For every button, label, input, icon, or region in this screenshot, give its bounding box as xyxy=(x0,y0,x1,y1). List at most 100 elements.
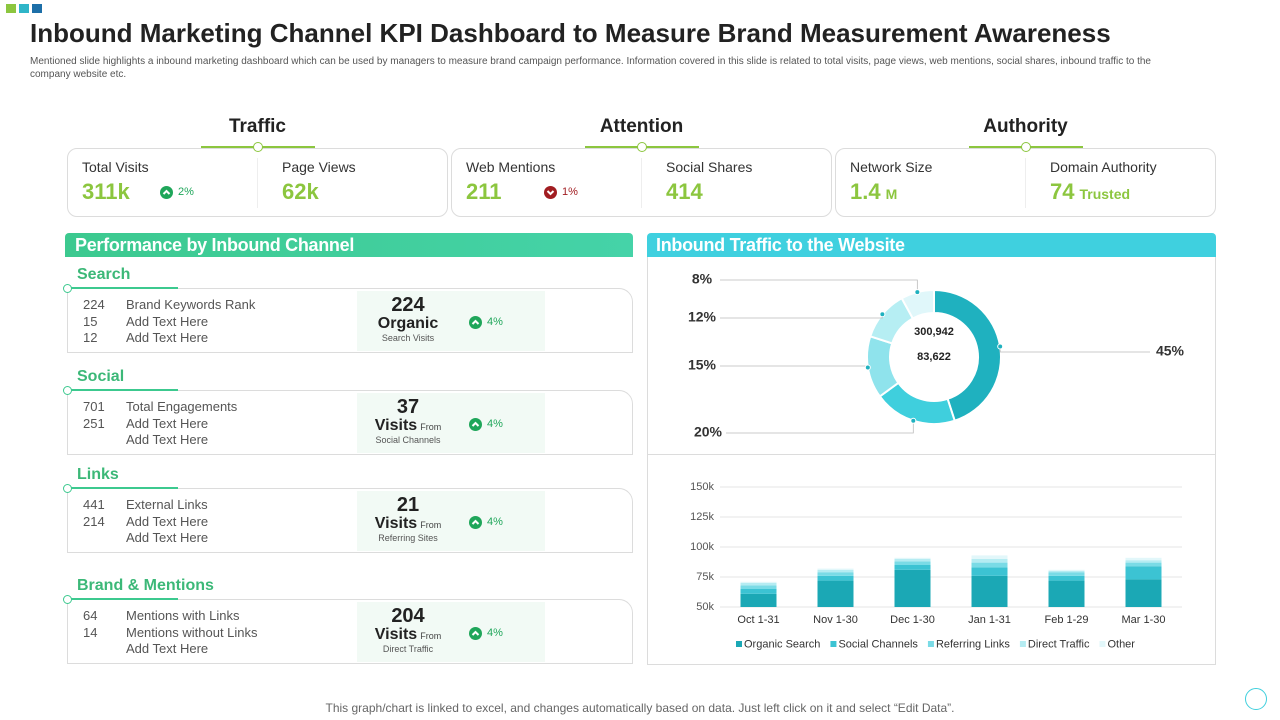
row-text: Mentions without Links xyxy=(126,624,258,640)
heading-dot xyxy=(1021,142,1031,152)
bar-segment xyxy=(740,581,777,583)
bar-segment xyxy=(1125,566,1162,580)
panel-header: Performance by Inbound Channel xyxy=(65,233,633,257)
bar-segment xyxy=(894,557,931,559)
row-number: 12 xyxy=(83,330,98,345)
kpi-value: 1.4 M xyxy=(850,179,897,207)
group-underline xyxy=(67,487,178,489)
y-tick-label: 75k xyxy=(696,571,714,583)
group-title: Links xyxy=(77,466,119,483)
group-dot xyxy=(63,386,72,395)
chevron-path xyxy=(471,519,480,525)
panel-body xyxy=(647,257,1216,665)
row-number: 224 xyxy=(83,297,105,312)
group-dot xyxy=(63,484,72,493)
y-tick-label: 125k xyxy=(690,511,714,523)
change-icon xyxy=(469,627,482,640)
bar-segment xyxy=(1048,575,1085,581)
bar-segment xyxy=(894,559,931,562)
donut-center-label: 300,942 xyxy=(914,326,954,338)
kpi-value: 74 Trusted xyxy=(1050,179,1130,207)
kpi-divider xyxy=(641,158,642,208)
highlight-label-text: Visits xyxy=(374,417,418,434)
change-text: 4% xyxy=(487,316,503,328)
kpi-value: 311k xyxy=(82,179,130,204)
bar-segment xyxy=(817,580,854,607)
group-box xyxy=(67,390,633,455)
group-underline xyxy=(67,389,178,391)
highlight-from: From xyxy=(420,520,442,530)
donut-label: 12% xyxy=(688,309,717,325)
highlight-box xyxy=(357,393,545,453)
bar-segment xyxy=(817,572,854,576)
bar-segment xyxy=(1048,580,1085,607)
group-box xyxy=(67,599,633,664)
bar-segment xyxy=(971,575,1008,607)
chevron-path xyxy=(471,421,480,427)
group-dot xyxy=(63,595,72,604)
leader-dot xyxy=(914,289,921,296)
bar-segment xyxy=(971,567,1008,576)
donut-label: 20% xyxy=(694,424,723,440)
donut-hole xyxy=(891,314,977,400)
chevron-path xyxy=(162,189,171,195)
legend-label: Social Channels xyxy=(838,638,918,650)
bar-segment xyxy=(740,585,777,589)
change-text: 4% xyxy=(487,418,503,430)
chevron xyxy=(162,189,171,195)
highlight-caption: Search Visits xyxy=(381,333,435,343)
subtitle: Mentioned slide highlights a inbound mar… xyxy=(30,56,1151,80)
bar-segment xyxy=(1125,579,1162,607)
bar-segment xyxy=(894,569,931,607)
bar-segment xyxy=(740,583,777,586)
kpi-number: 74 xyxy=(1050,179,1075,204)
change-text: 4% xyxy=(487,627,503,639)
group-box xyxy=(67,488,633,553)
kpi-value: 62k xyxy=(282,179,319,204)
section-heading: Traffic xyxy=(228,116,287,137)
donut-segment xyxy=(900,288,935,320)
highlight-label-text: Visits xyxy=(374,626,418,643)
donut-center-label: 83,622 xyxy=(917,351,951,363)
panel-header: Inbound Traffic to the Website xyxy=(647,233,1216,257)
heading-dot xyxy=(637,142,647,152)
kpi-label: Network Size xyxy=(850,159,933,175)
bar-segment xyxy=(971,559,1008,563)
change-icon xyxy=(469,418,482,431)
section-heading: Authority xyxy=(983,116,1068,137)
bar-segment xyxy=(817,575,854,581)
highlight-value: 224 xyxy=(391,294,425,316)
highlight-value: 37 xyxy=(396,396,420,418)
highlight-label-text: Visits xyxy=(374,515,418,532)
logo-square xyxy=(6,4,16,13)
row-text: Brand Keywords Rank xyxy=(126,297,256,312)
highlight-box xyxy=(357,291,545,351)
chevron xyxy=(471,421,480,427)
bar-segment xyxy=(740,593,777,607)
legend-swatch xyxy=(927,641,934,647)
x-tick-label: Mar 1-30 xyxy=(1121,614,1165,626)
kpi-unit: M xyxy=(885,186,898,202)
row-text: Add Text Here xyxy=(126,513,209,529)
row-text: Add Text Here xyxy=(126,432,209,447)
footer: This graph/chart is linked to excel, and… xyxy=(325,701,955,715)
row-text: Add Text Here xyxy=(126,530,209,545)
legend-label: Organic Search xyxy=(744,638,820,650)
legend-swatch xyxy=(1019,641,1026,647)
row-text: Add Text Here xyxy=(126,415,209,431)
group-underline xyxy=(67,598,178,600)
row-text: External Links xyxy=(126,497,208,512)
bar-segment xyxy=(1048,569,1085,571)
highlight-box xyxy=(357,491,545,551)
chevron xyxy=(546,190,555,196)
row-text: Add Text Here xyxy=(126,641,209,656)
chevron xyxy=(471,319,480,325)
change-text: 1% xyxy=(562,186,578,198)
row-number: 214 xyxy=(83,513,105,529)
donut-segment xyxy=(933,288,1002,422)
highlight-value: 21 xyxy=(396,494,420,516)
kpi-divider xyxy=(1025,158,1026,208)
x-tick-label: Nov 1-30 xyxy=(813,614,858,626)
